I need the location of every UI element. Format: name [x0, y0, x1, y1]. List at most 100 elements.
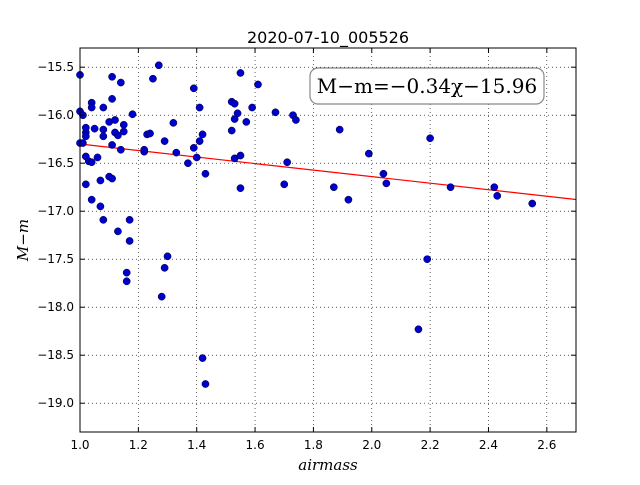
data-point — [184, 159, 192, 168]
data-point — [96, 176, 105, 185]
data-point — [111, 116, 119, 124]
data-point — [163, 252, 172, 261]
data-point — [99, 103, 108, 112]
data-point — [93, 153, 102, 162]
data-point — [99, 132, 108, 141]
data-point — [236, 69, 245, 77]
data-point — [79, 139, 87, 147]
data-point — [283, 158, 292, 167]
x-tick-label: 1.2 — [129, 438, 148, 452]
data-point — [87, 195, 96, 204]
data-point — [108, 174, 116, 183]
data-point — [201, 169, 210, 178]
data-point — [254, 80, 262, 89]
data-point — [379, 169, 388, 178]
data-point — [344, 195, 353, 204]
data-point — [160, 137, 169, 145]
data-point — [81, 123, 90, 132]
y-axis-label: M−m — [14, 219, 32, 262]
data-point — [329, 183, 338, 192]
data-point — [189, 84, 198, 93]
data-point — [423, 255, 432, 264]
data-point — [195, 137, 204, 145]
y-tick-label: −18.0 — [37, 300, 74, 314]
data-point — [114, 227, 122, 236]
y-tick-label: −18.5 — [37, 348, 74, 362]
data-point — [90, 124, 99, 133]
x-axis-label: airmass — [298, 456, 358, 474]
data-point — [490, 183, 499, 192]
data-point — [230, 99, 239, 108]
y-tick-label: −19.0 — [37, 396, 74, 410]
y-tick-label: −17.5 — [37, 252, 74, 266]
data-point — [125, 237, 134, 245]
data-point — [446, 183, 455, 192]
data-point — [157, 292, 166, 301]
data-point — [154, 61, 163, 70]
x-tick-label: 1.4 — [187, 438, 206, 452]
x-tick-label: 2.2 — [421, 438, 440, 452]
data-point — [116, 78, 125, 87]
data-point — [160, 263, 169, 272]
data-point — [149, 74, 157, 83]
data-point — [122, 277, 131, 286]
data-point — [87, 103, 96, 112]
x-tick-label: 1.8 — [304, 438, 323, 452]
data-point — [140, 145, 149, 154]
chart-title: 2020-07-10_005526 — [247, 28, 409, 48]
data-point — [195, 103, 204, 112]
data-point — [99, 215, 108, 224]
axis-ticks: 1.0 1.2 1.4 1.6 1.8 2.0 2.2 2.4 2.6 −15.5 −16.0 −16… — [37, 48, 576, 452]
x-tick-label: 2.6 — [537, 438, 556, 452]
data-point — [146, 129, 154, 138]
x-tick-label: 2.4 — [479, 438, 498, 452]
data-point — [292, 116, 300, 124]
data-point — [108, 95, 116, 103]
data-point — [108, 72, 116, 81]
data-point — [122, 268, 131, 277]
data-point — [119, 127, 128, 136]
data-point — [271, 108, 280, 117]
data-point — [125, 215, 134, 224]
data-point — [81, 132, 90, 141]
data-point — [189, 143, 198, 152]
x-tick-label: 2.0 — [362, 438, 381, 452]
data-point — [236, 151, 245, 160]
data-point — [119, 120, 128, 129]
data-point — [198, 354, 207, 362]
data-point — [414, 325, 423, 334]
data-point — [242, 118, 251, 126]
data-point — [227, 126, 236, 135]
data-point — [280, 180, 289, 189]
data-point — [201, 380, 210, 388]
data-point — [114, 131, 122, 140]
y-tick-label: −15.5 — [37, 60, 74, 74]
data-point — [236, 184, 245, 193]
y-tick-label: −16.0 — [37, 108, 74, 122]
annotation-box — [309, 67, 545, 105]
plot-frame — [79, 47, 577, 433]
data-point — [81, 180, 90, 189]
data-point — [335, 125, 344, 134]
data-point — [99, 125, 108, 134]
data-point — [87, 158, 96, 167]
data-point — [169, 119, 178, 127]
x-tick-label: 1.6 — [246, 438, 265, 452]
data-point — [198, 130, 207, 139]
data-point — [382, 179, 391, 188]
data-point — [116, 145, 125, 154]
data-point — [128, 110, 137, 119]
grid-lines — [79, 48, 576, 432]
y-tick-label: −17.0 — [37, 204, 74, 218]
y-tick-label: −16.5 — [37, 156, 74, 170]
data-point — [233, 109, 242, 118]
data-point — [96, 202, 105, 211]
data-points — [76, 61, 537, 388]
data-point — [528, 199, 537, 208]
data-point — [172, 148, 181, 157]
data-point — [192, 153, 201, 162]
data-point — [426, 134, 434, 143]
data-point — [493, 191, 502, 200]
